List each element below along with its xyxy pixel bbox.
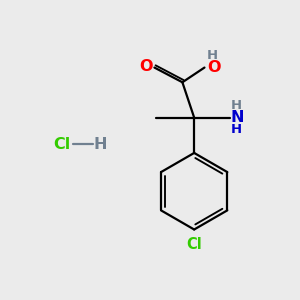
Text: Cl: Cl bbox=[53, 136, 70, 152]
Text: H: H bbox=[231, 99, 242, 112]
Text: O: O bbox=[140, 58, 153, 74]
Text: O: O bbox=[207, 60, 220, 75]
Text: Cl: Cl bbox=[186, 237, 202, 252]
Text: N: N bbox=[231, 110, 244, 125]
Text: H: H bbox=[207, 49, 218, 62]
Text: H: H bbox=[231, 124, 242, 136]
Text: H: H bbox=[93, 136, 107, 152]
